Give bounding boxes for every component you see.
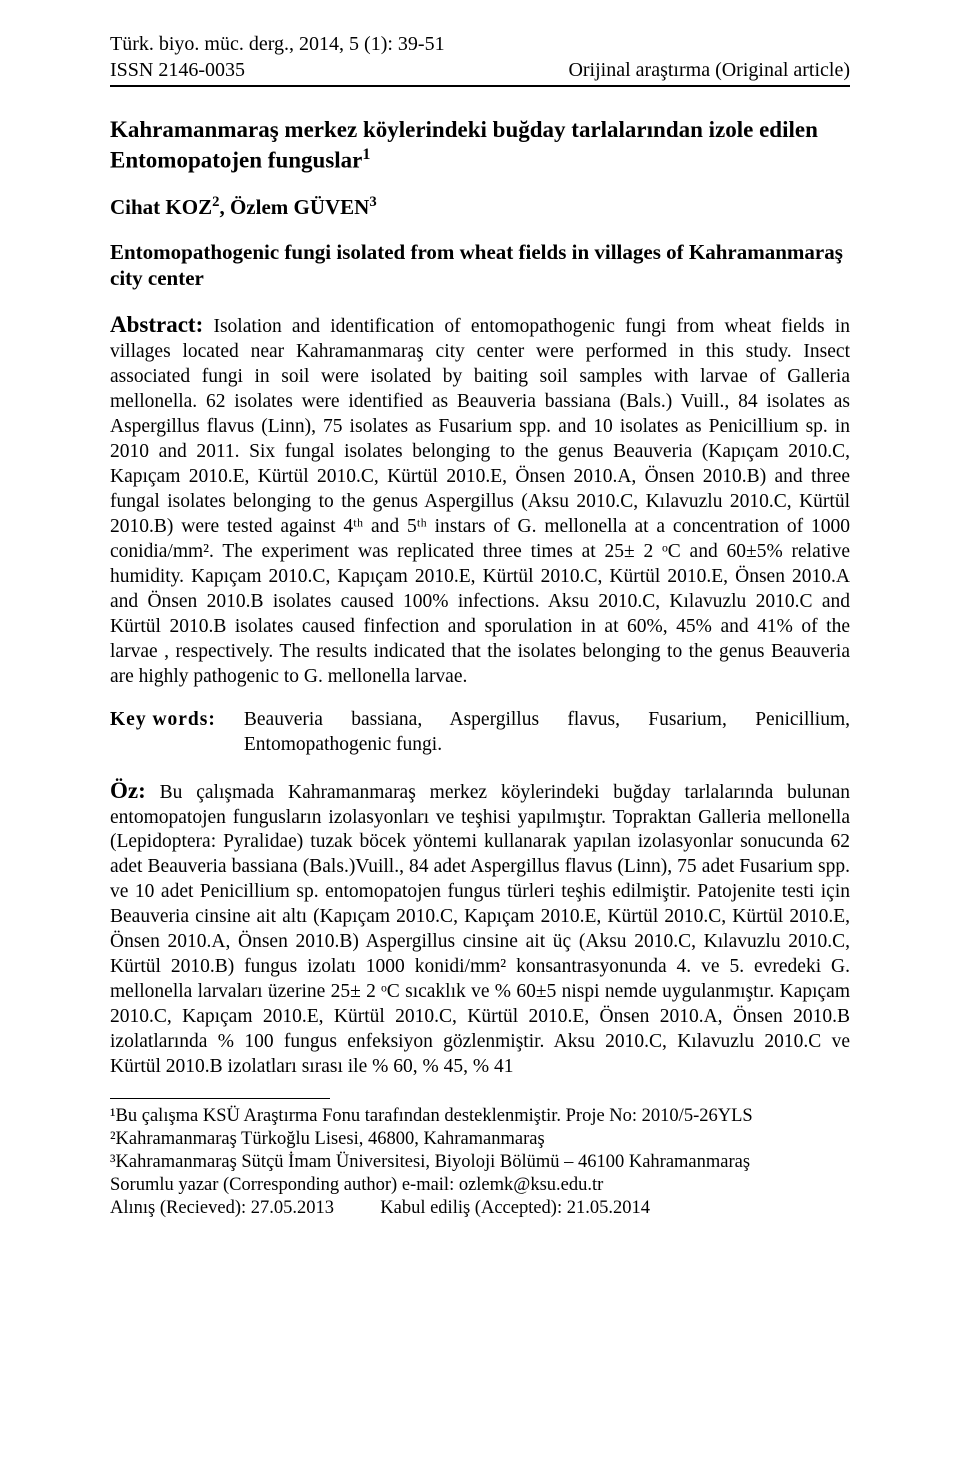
footnote-rule [110, 1098, 330, 1099]
header-right: Orijinal araştırma (Original article) [568, 32, 850, 83]
keywords-label: Key words: [110, 708, 216, 758]
keywords-body: Beauveria bassiana, Aspergillus flavus, … [244, 708, 850, 758]
journal-citation: Türk. biyo. müc. derg., 2014, 5 (1): 39-… [110, 32, 445, 58]
corresponding-author: Sorumlu yazar (Corresponding author) e-m… [110, 1174, 850, 1197]
oz-label: Öz: [110, 778, 146, 803]
article-type: Orijinal araştırma (Original article) [568, 58, 850, 84]
journal-issn: ISSN 2146-0035 [110, 58, 445, 84]
author-2: , Özlem GÜVEN [219, 195, 369, 219]
keywords-section: Key words: Beauveria bassiana, Aspergill… [110, 708, 850, 758]
header-left: Türk. biyo. müc. derg., 2014, 5 (1): 39-… [110, 32, 445, 83]
article-title-en: Entomopathogenic fungi isolated from whe… [110, 239, 850, 293]
author-1: Cihat KOZ [110, 195, 212, 219]
oz-section: Öz: Bu çalışmada Kahramanmaraş merkez kö… [110, 776, 850, 1080]
footnote-3: ³Kahramanmaraş Sütçü İmam Üniversitesi, … [110, 1151, 850, 1174]
page: Türk. biyo. müc. derg., 2014, 5 (1): 39-… [0, 0, 960, 1475]
article-title-tr: Kahramanmaraş merkez köylerindeki buğday… [110, 115, 850, 175]
journal-header: Türk. biyo. müc. derg., 2014, 5 (1): 39-… [110, 32, 850, 87]
authors: Cihat KOZ2, Özlem GÜVEN3 [110, 193, 850, 221]
abstract-label: Abstract: [110, 312, 203, 337]
title-footnote-ref: 1 [362, 146, 370, 163]
author-2-affil: 3 [369, 194, 376, 210]
footnote-2: ²Kahramanmaraş Türkoğlu Lisesi, 46800, K… [110, 1128, 850, 1151]
submission-dates: Alınış (Recieved): 27.05.2013 Kabul edil… [110, 1197, 850, 1220]
abstract-section: Abstract: Isolation and identification o… [110, 310, 850, 689]
footnote-1: ¹Bu çalışma KSÜ Araştırma Fonu tarafında… [110, 1105, 850, 1128]
title-text: Kahramanmaraş merkez köylerindeki buğday… [110, 117, 818, 172]
oz-body: Bu çalışmada Kahramanmaraş merkez köyler… [110, 782, 850, 1077]
abstract-body: Isolation and identification of entomopa… [110, 316, 850, 686]
footnotes: ¹Bu çalışma KSÜ Araştırma Fonu tarafında… [110, 1105, 850, 1221]
